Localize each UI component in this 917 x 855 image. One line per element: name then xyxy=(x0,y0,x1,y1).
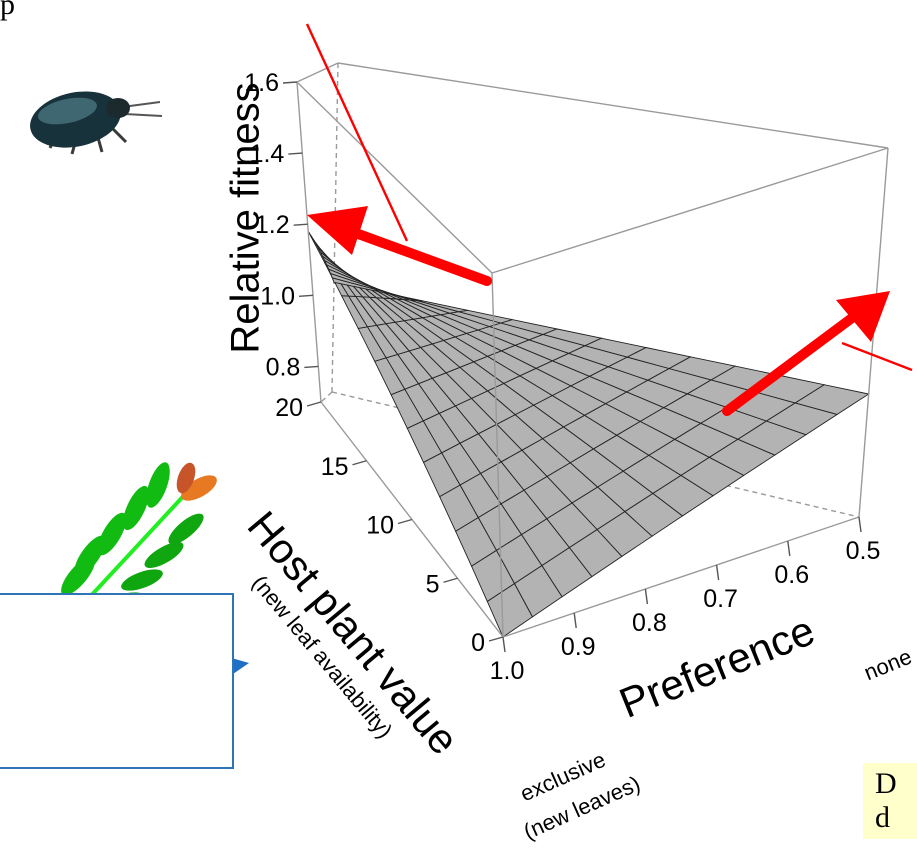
z-tick-label: 0.8 xyxy=(266,353,301,381)
z-tick xyxy=(298,294,314,298)
x-tick xyxy=(443,577,458,583)
y-tick xyxy=(715,564,720,581)
y-tick xyxy=(502,636,506,653)
plant-new-leaf xyxy=(176,462,196,494)
x-tick-label: 0 xyxy=(471,629,485,657)
note-line-2: d xyxy=(875,801,890,834)
plant-leaf xyxy=(97,512,127,556)
beetle-shine xyxy=(38,97,97,125)
x-tick xyxy=(306,401,322,407)
y-tick-label: 0.8 xyxy=(632,609,667,637)
x-tick-label: 15 xyxy=(321,453,349,481)
z-tick-label: 1.2 xyxy=(255,211,290,239)
plant-new-leaf xyxy=(181,475,217,501)
box-edge-7 xyxy=(296,62,339,83)
box-edge-2 xyxy=(296,81,322,403)
annotation-line-left xyxy=(305,23,409,242)
y-tick xyxy=(644,588,649,605)
z-tick xyxy=(282,81,298,84)
plant-leaf xyxy=(168,513,204,545)
y-tick xyxy=(573,612,577,629)
plant-leaf xyxy=(61,556,95,596)
plant-leaf xyxy=(121,569,163,591)
arrow-right-head xyxy=(836,291,890,342)
box-edge-8 xyxy=(337,62,889,149)
beetle-antenna xyxy=(123,113,163,117)
y-tick-label: 0.6 xyxy=(774,561,809,589)
arrow-left-shaft xyxy=(337,223,492,286)
x-tick xyxy=(397,518,413,525)
z-tick-label: 1.0 xyxy=(260,282,295,310)
surface-facet xyxy=(331,277,379,293)
box-hidden-edge-0 xyxy=(320,391,333,403)
y-tick-label: 1.0 xyxy=(490,657,525,685)
y-tick-label: 0.5 xyxy=(846,537,881,565)
x-tick-label: 10 xyxy=(366,512,394,540)
z-tick-label: 1.4 xyxy=(250,140,285,168)
beetle-icon xyxy=(30,91,163,155)
plant-leaf xyxy=(146,462,170,508)
note-box: D d xyxy=(863,763,917,839)
z-axis-label: Relative fitness xyxy=(223,82,268,354)
z-tick xyxy=(293,223,308,226)
beetle-head xyxy=(106,98,130,118)
x-tick xyxy=(488,636,504,642)
z-tick xyxy=(304,365,319,369)
y-tick-label: 0.9 xyxy=(561,633,596,661)
z-tick xyxy=(288,152,303,155)
plant-leaf xyxy=(144,542,184,568)
box-edge-5 xyxy=(296,81,493,274)
note-line-1: D xyxy=(875,767,897,800)
box-edge-4 xyxy=(491,272,504,638)
y-tick-label: 0.7 xyxy=(703,585,738,613)
box-edge-1 xyxy=(502,516,860,638)
y-tick xyxy=(858,516,862,533)
arrow-right-shaft xyxy=(722,307,865,416)
arrow-left-head xyxy=(307,206,368,255)
top-text-fragment: p xyxy=(0,0,15,21)
x-tick xyxy=(352,460,367,466)
annotation-line-right xyxy=(841,341,913,372)
x-tick-label: 20 xyxy=(275,394,303,422)
y-tick xyxy=(787,540,791,557)
x-tick-label: 5 xyxy=(426,570,440,598)
side-text-box xyxy=(0,593,234,769)
plant-leaf xyxy=(122,485,150,531)
z-tick-label: 1.6 xyxy=(244,69,279,97)
beetle-leg xyxy=(110,126,128,144)
box-edge-6 xyxy=(491,147,889,274)
